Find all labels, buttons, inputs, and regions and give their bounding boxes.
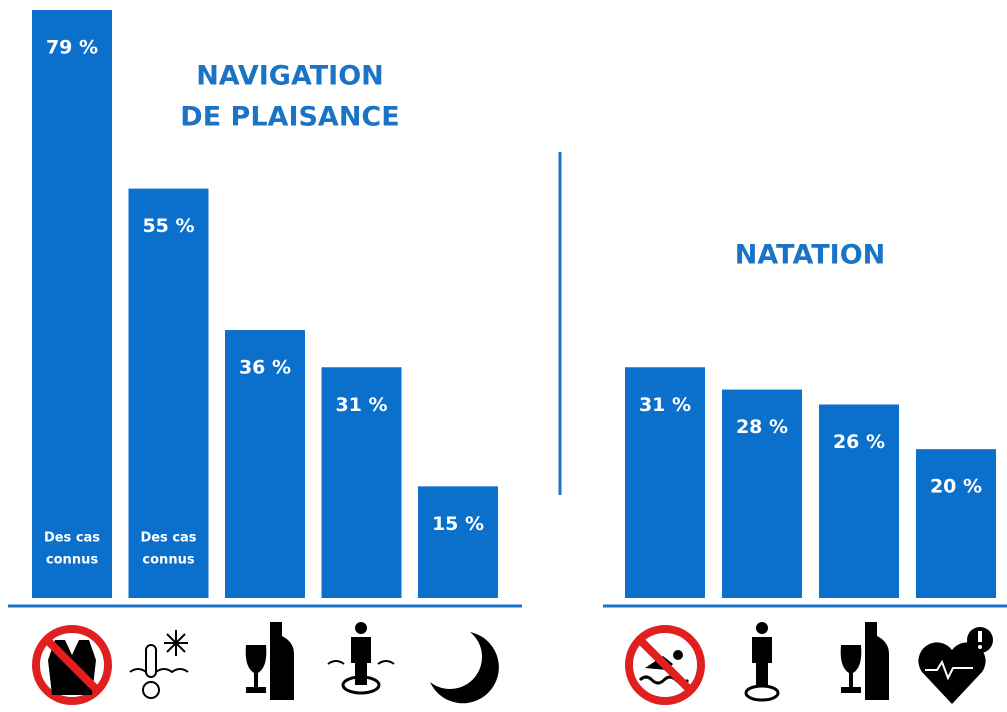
- bar: [128, 188, 209, 598]
- cold-water-icon: [129, 630, 189, 699]
- chart-title: NAVIGATION: [196, 61, 384, 92]
- value-label: 15 %: [432, 513, 484, 535]
- value-label: 79 %: [46, 37, 98, 59]
- no-swimming-icon: [625, 625, 705, 705]
- icons: [32, 622, 993, 705]
- alcohol-icon: [245, 622, 294, 700]
- bar: [819, 404, 899, 598]
- bar-note: connus: [142, 553, 194, 568]
- night-icon: [430, 632, 499, 704]
- no-life-jacket-icon: [32, 625, 112, 705]
- bar-note: Des cas: [44, 531, 100, 546]
- alcohol-icon: [840, 622, 889, 700]
- bar-note: Des cas: [140, 531, 196, 546]
- value-label: 28 %: [736, 416, 788, 438]
- alone-icon: [744, 622, 780, 702]
- value-label: 31 %: [335, 394, 387, 416]
- value-label: 36 %: [239, 357, 291, 379]
- chart-title: DE PLAISANCE: [180, 102, 399, 133]
- bar: [722, 389, 802, 598]
- bar: [321, 367, 402, 598]
- value-label: 26 %: [833, 431, 885, 453]
- value-label: 20 %: [930, 476, 982, 498]
- bar: [916, 449, 996, 598]
- heart-condition-icon: [918, 627, 993, 704]
- bar: [225, 330, 305, 598]
- bar: [625, 367, 705, 598]
- bar: [418, 486, 498, 598]
- value-label: 31 %: [639, 394, 691, 416]
- bar: [32, 10, 112, 598]
- bar-note: connus: [46, 553, 98, 568]
- value-label: 55 %: [142, 215, 194, 237]
- standing-water-icon: [327, 622, 395, 695]
- chart-title: NATATION: [735, 240, 886, 271]
